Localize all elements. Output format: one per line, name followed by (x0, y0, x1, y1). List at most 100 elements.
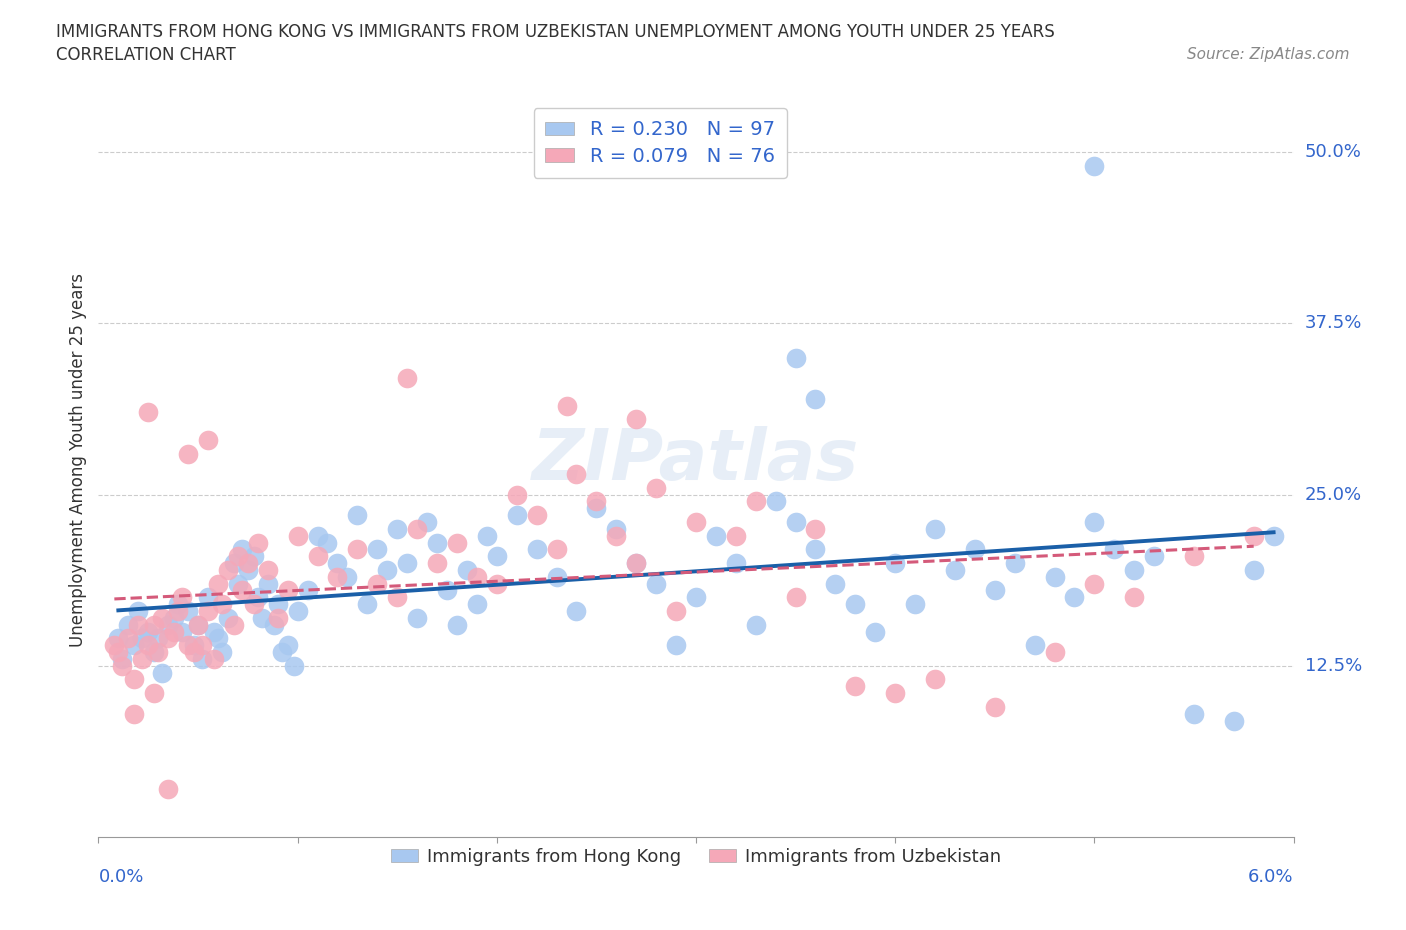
Point (183, 644, 205, 659)
Point (187, 618, 209, 632)
Text: ZIPatlas: ZIPatlas (533, 426, 859, 495)
Point (172, 590, 194, 604)
Point (385, 522, 409, 537)
Point (943, 563, 966, 578)
Text: 0.0%: 0.0% (98, 868, 143, 885)
Text: 50.0%: 50.0% (1305, 143, 1361, 161)
Point (124, 638, 146, 653)
Text: CORRELATION CHART: CORRELATION CHART (56, 46, 236, 64)
Point (804, 542, 827, 557)
Point (546, 542, 568, 557)
Point (231, 542, 253, 557)
Point (217, 563, 239, 578)
Point (131, 652, 153, 667)
Point (183, 638, 205, 653)
Point (177, 638, 200, 653)
Point (485, 577, 508, 591)
Point (645, 577, 668, 591)
Point (963, 542, 986, 557)
Point (765, 494, 787, 509)
Point (785, 351, 807, 365)
Point (111, 652, 134, 667)
Point (250, 610, 273, 625)
Point (804, 522, 827, 537)
Point (287, 528, 309, 543)
Point (1063, 590, 1085, 604)
Point (605, 522, 627, 537)
Point (585, 501, 607, 516)
Point (177, 604, 200, 618)
Point (1102, 542, 1125, 557)
Point (396, 371, 419, 386)
Point (297, 583, 319, 598)
Point (465, 569, 488, 584)
Point (984, 583, 1007, 598)
Text: 6.0%: 6.0% (1249, 868, 1294, 885)
Point (924, 522, 946, 537)
Point (124, 672, 146, 687)
Point (626, 555, 648, 570)
Point (117, 618, 139, 632)
Point (685, 590, 707, 604)
Point (1024, 638, 1046, 653)
Point (263, 618, 285, 632)
Point (150, 665, 173, 680)
Point (385, 590, 409, 604)
Point (924, 672, 946, 687)
Point (222, 618, 245, 632)
Point (1083, 158, 1105, 173)
Point (326, 555, 349, 570)
Point (226, 577, 249, 591)
Point (256, 563, 278, 578)
Point (1043, 569, 1066, 584)
Point (191, 638, 214, 653)
Point (267, 597, 290, 612)
Text: 25.0%: 25.0% (1305, 485, 1362, 503)
Point (287, 604, 309, 618)
Point (167, 597, 190, 612)
Point (346, 508, 368, 523)
Point (1123, 590, 1146, 604)
Point (446, 618, 468, 632)
Point (456, 563, 478, 578)
Point (143, 685, 166, 700)
Point (150, 610, 173, 625)
Point (307, 528, 329, 543)
Point (785, 514, 807, 529)
Point (526, 508, 548, 523)
Text: IMMIGRANTS FROM HONG KONG VS IMMIGRANTS FROM UZBEKISTAN UNEMPLOYMENT AMONG YOUTH: IMMIGRANTS FROM HONG KONG VS IMMIGRANTS … (56, 23, 1054, 41)
Point (246, 535, 269, 550)
Point (107, 644, 129, 659)
Text: 37.5%: 37.5% (1305, 314, 1362, 332)
Point (1004, 555, 1026, 570)
Point (167, 604, 190, 618)
Point (197, 604, 219, 618)
Point (1243, 563, 1265, 578)
Point (207, 577, 229, 591)
Point (1143, 549, 1166, 564)
Point (270, 644, 292, 659)
Point (148, 631, 170, 645)
Point (143, 644, 166, 659)
Point (163, 624, 186, 639)
Point (844, 597, 866, 612)
Point (665, 604, 688, 618)
Point (143, 618, 166, 632)
Point (1182, 706, 1205, 721)
Point (148, 644, 170, 659)
Point (824, 577, 846, 591)
Point (804, 392, 827, 406)
Point (475, 528, 498, 543)
Point (211, 597, 233, 612)
Point (416, 514, 439, 529)
Point (111, 658, 134, 673)
Point (1223, 713, 1246, 728)
Point (197, 432, 219, 447)
Y-axis label: Unemployment Among Youth under 25 years: Unemployment Among Youth under 25 years (69, 273, 87, 647)
Point (191, 652, 214, 667)
Point (465, 597, 488, 612)
Point (745, 618, 768, 632)
Point (884, 685, 907, 700)
Point (283, 658, 305, 673)
Point (506, 487, 529, 502)
